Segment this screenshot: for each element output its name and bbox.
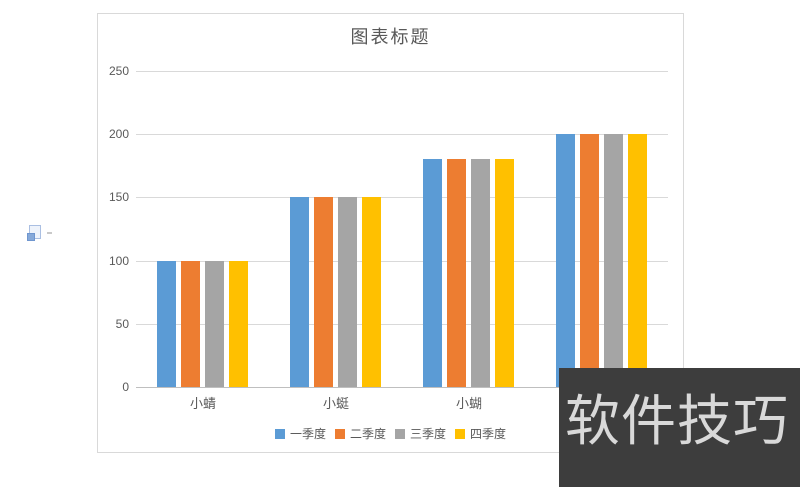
gridline-150 xyxy=(136,197,668,198)
legend-label: 四季度 xyxy=(470,427,507,441)
page-copy-icon-inner xyxy=(27,233,35,241)
category-label-3: 小蝴 xyxy=(455,396,482,411)
legend-label: 三季度 xyxy=(410,427,447,441)
bar-series1-cat2[interactable] xyxy=(290,197,309,387)
bar-series3-cat4[interactable] xyxy=(604,134,623,387)
category-label-2: 小蜓 xyxy=(322,396,349,411)
bar-series1-cat4[interactable] xyxy=(556,134,575,387)
watermark-text: 软件技巧 xyxy=(565,390,790,452)
bar-series4-cat4[interactable] xyxy=(628,134,647,387)
category-label-1: 小蜻 xyxy=(189,396,216,411)
y-tick-label-250: 250 xyxy=(108,64,129,78)
legend-swatch-icon xyxy=(334,428,345,439)
gridline-100 xyxy=(136,261,668,262)
y-tick-label-50: 50 xyxy=(115,317,129,331)
bar-series2-cat1[interactable] xyxy=(181,261,200,387)
bar-series4-cat3[interactable] xyxy=(495,159,514,387)
y-tick-label-0: 0 xyxy=(122,380,129,394)
chart-title[interactable]: 图表标题 xyxy=(350,27,431,47)
watermark-block: 软件技巧 xyxy=(559,368,800,487)
y-tick-label-150: 150 xyxy=(108,190,129,204)
gridline-200 xyxy=(136,134,668,135)
bar-series4-cat2[interactable] xyxy=(362,197,381,387)
legend-swatch-icon xyxy=(455,428,466,439)
gridline-50 xyxy=(136,324,668,325)
bar-series3-cat1[interactable] xyxy=(205,261,224,387)
page-copy-icon xyxy=(27,225,41,241)
y-tick-label-100: 100 xyxy=(108,254,129,268)
legend-label: 二季度 xyxy=(349,427,386,441)
object-anchor xyxy=(27,225,55,241)
bar-series2-cat3[interactable] xyxy=(447,159,466,387)
anchor-dash xyxy=(47,232,52,234)
legend-swatch-icon xyxy=(395,428,405,439)
bar-series1-cat3[interactable] xyxy=(423,159,442,387)
bar-series3-cat2[interactable] xyxy=(338,197,357,387)
bar-series2-cat2[interactable] xyxy=(314,197,333,387)
x-axis-line xyxy=(136,387,668,388)
bar-series4-cat1[interactable] xyxy=(229,261,248,387)
gridline-250 xyxy=(136,71,668,72)
legend-swatch-icon xyxy=(274,428,285,439)
legend-label: 一季度 xyxy=(289,427,326,441)
legend-item-1[interactable]: 一季度 xyxy=(274,425,326,442)
bar-series2-cat4[interactable] xyxy=(580,134,599,387)
legend-item-2[interactable]: 二季度 xyxy=(334,425,386,442)
y-tick-label-200: 200 xyxy=(108,127,129,141)
chart-legend: 一季度 二季度 三季度 四季度 xyxy=(98,425,683,442)
bar-series3-cat3[interactable] xyxy=(471,159,490,387)
chart-frame[interactable]: 图表标题 0 50 100 150 200 250 小蜻 小蜓 小蝴 一季度 二季度 三季度 四季度 xyxy=(97,13,684,453)
bar-series1-cat1[interactable] xyxy=(157,261,176,387)
legend-item-3[interactable]: 三季度 xyxy=(395,425,446,442)
legend-item-4[interactable]: 四季度 xyxy=(455,425,506,442)
